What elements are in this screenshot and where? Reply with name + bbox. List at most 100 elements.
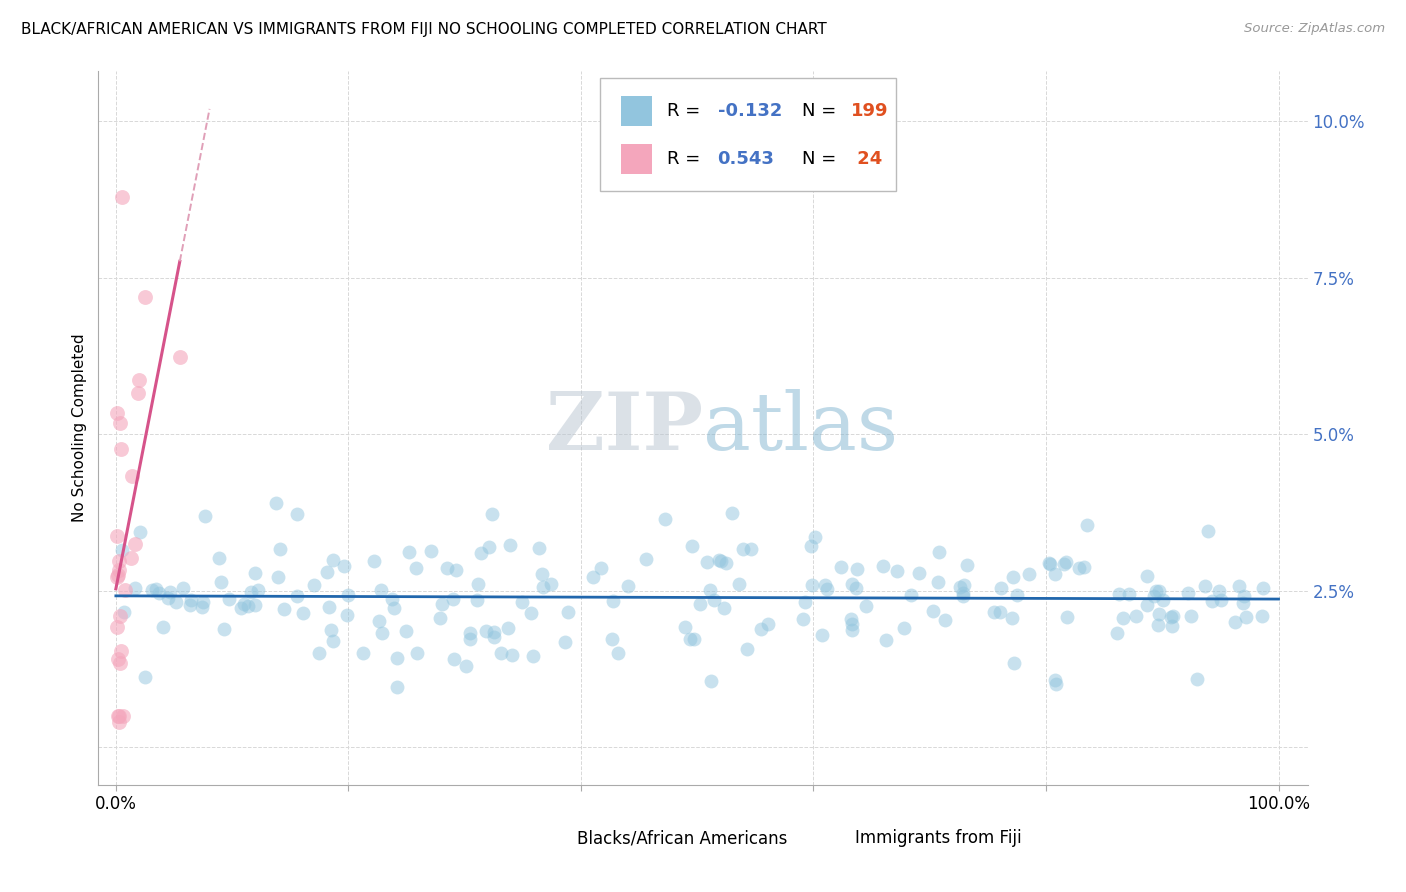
Point [727, 577, 749, 591]
Point [179, 598, 201, 612]
Point [886, 565, 908, 579]
Point [792, 612, 814, 626]
Point [322, 553, 344, 567]
Point [607, 646, 630, 660]
Point [111, 542, 134, 557]
Point [443, 652, 465, 666]
Point [395, 624, 418, 638]
Point [420, 544, 443, 558]
Point [363, 554, 385, 568]
Point [1054, 555, 1077, 569]
Point [1142, 589, 1164, 603]
Point [1001, 570, 1024, 584]
Point [830, 560, 852, 574]
FancyBboxPatch shape [600, 78, 897, 191]
Point [159, 584, 181, 599]
Point [110, 442, 132, 456]
Point [444, 563, 467, 577]
Point [934, 613, 956, 627]
Point [673, 620, 696, 634]
Point [332, 559, 354, 574]
Point [983, 605, 1005, 619]
Point [114, 583, 136, 598]
Point [602, 632, 624, 647]
Point [105, 619, 128, 633]
Point [110, 644, 132, 658]
Point [467, 576, 489, 591]
Point [232, 597, 254, 611]
Point [336, 608, 359, 623]
Text: Source: ZipAtlas.com: Source: ZipAtlas.com [1244, 22, 1385, 36]
Text: R =: R = [666, 102, 706, 120]
Point [1136, 598, 1159, 612]
Point [800, 578, 823, 592]
Point [908, 566, 931, 580]
Point [152, 620, 174, 634]
Point [1197, 524, 1219, 539]
Point [952, 589, 974, 603]
Point [654, 512, 676, 526]
Text: Blacks/African Americans: Blacks/African Americans [578, 830, 787, 847]
Point [337, 588, 360, 602]
Point [1005, 588, 1028, 602]
Point [208, 550, 231, 565]
Point [735, 642, 758, 657]
Point [1112, 611, 1135, 625]
Point [436, 560, 458, 574]
Point [489, 646, 512, 660]
Point [218, 592, 240, 607]
Point [111, 189, 134, 203]
Point [124, 537, 146, 551]
Point [267, 569, 290, 583]
Point [1069, 561, 1091, 575]
Point [1002, 656, 1025, 670]
Point [893, 621, 915, 635]
Point [522, 649, 544, 664]
Point [709, 554, 731, 568]
Point [308, 646, 330, 660]
Point [501, 648, 523, 662]
Point [591, 561, 613, 575]
Point [107, 652, 129, 666]
Point [1152, 593, 1174, 607]
Point [557, 606, 579, 620]
Point [387, 680, 409, 694]
Point [121, 469, 143, 483]
Text: N =: N = [803, 150, 842, 168]
Point [679, 632, 702, 646]
Point [700, 674, 723, 689]
Point [510, 595, 533, 609]
Point [269, 541, 291, 556]
Point [172, 581, 194, 595]
Point [108, 657, 131, 671]
Point [793, 595, 815, 609]
Point [157, 591, 180, 605]
Point [398, 545, 420, 559]
Point [107, 568, 129, 582]
Point [928, 545, 950, 559]
Point [231, 601, 253, 615]
Point [243, 598, 266, 612]
Point [1160, 618, 1182, 632]
Point [1232, 596, 1254, 610]
Point [292, 606, 315, 620]
Point [108, 417, 131, 431]
Point [841, 577, 863, 591]
Point [107, 554, 129, 568]
Point [636, 552, 658, 566]
Point [458, 632, 481, 647]
Point [285, 507, 308, 521]
Point [803, 530, 825, 544]
Point [236, 599, 259, 614]
Point [1227, 579, 1250, 593]
Point [148, 586, 170, 600]
Point [105, 406, 128, 420]
Point [696, 555, 718, 569]
Point [498, 621, 520, 635]
Point [1234, 610, 1257, 624]
Point [1118, 587, 1140, 601]
Point [1180, 609, 1202, 624]
Point [1043, 673, 1066, 687]
Point [264, 496, 287, 510]
Point [1045, 677, 1067, 691]
